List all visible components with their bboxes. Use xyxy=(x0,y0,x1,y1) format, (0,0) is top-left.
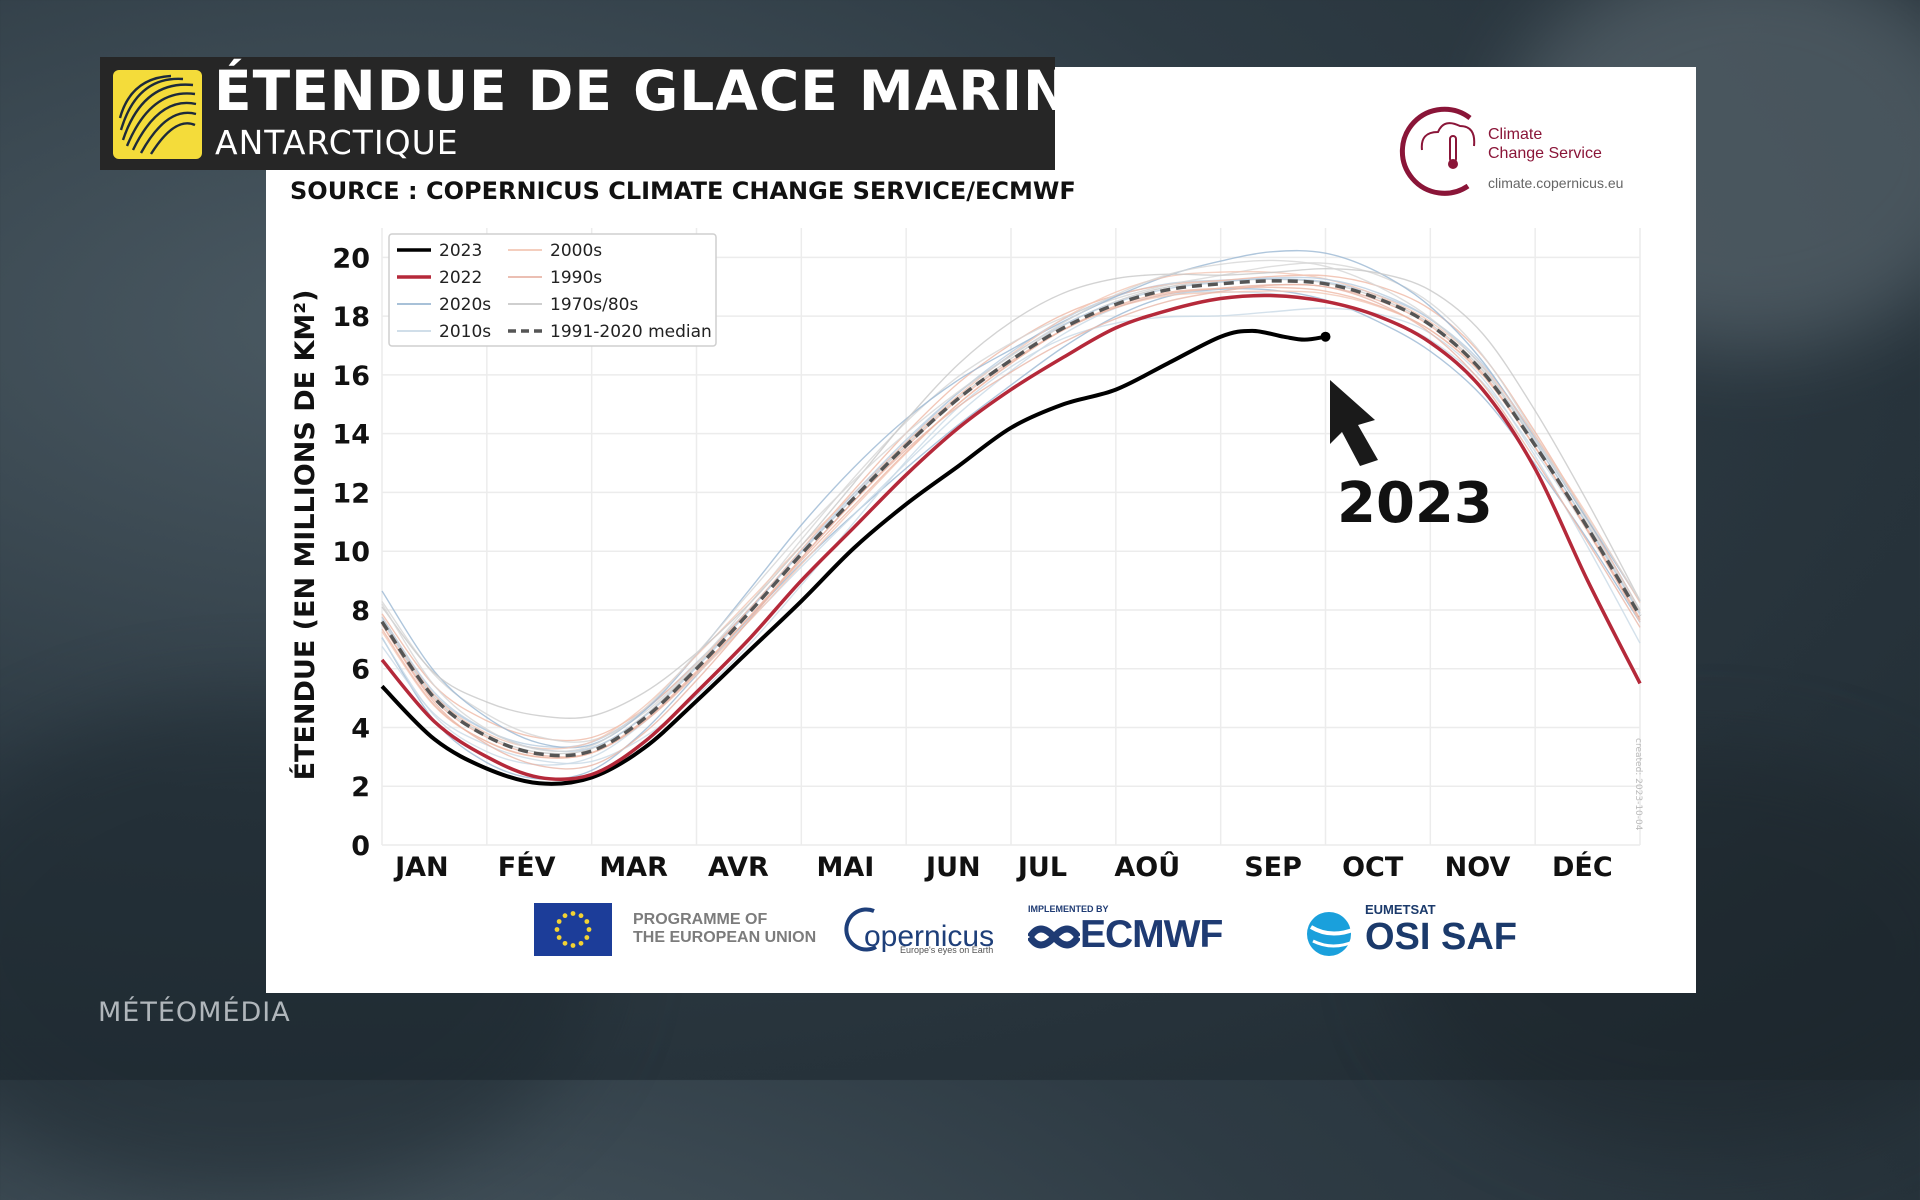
eu-star xyxy=(570,911,576,916)
x-tick-labels: JAN FÉV MAR AVR MAI JUN JUL AOÛ SEP OCT NOV DÉC xyxy=(393,851,1613,883)
y-tick-label: 6 xyxy=(351,655,370,686)
annotation-label: 2023 xyxy=(1337,471,1493,536)
decade-line xyxy=(381,267,1641,719)
x-tick-label: FÉV xyxy=(498,851,556,883)
meteomedia-swirl-icon xyxy=(113,70,202,159)
decade-line xyxy=(381,259,1641,753)
x-tick-label: NOV xyxy=(1445,852,1511,883)
osisaf-text: OSI SAF xyxy=(1365,916,1518,958)
copernicus-sub: Europe's eyes on Earth xyxy=(900,945,994,955)
osisaf-globe-icon xyxy=(1307,912,1356,956)
c3s-url: climate.copernicus.eu xyxy=(1488,175,1624,191)
eu-programme-text: PROGRAMME OF THE EUROPEAN UNION xyxy=(633,911,816,947)
meteomedia-watermark: MÉTÉOMÉDIA xyxy=(98,997,291,1028)
eu-star xyxy=(586,927,592,932)
eu-star xyxy=(556,935,562,940)
series-2023-endpoint xyxy=(1320,331,1331,342)
x-tick-label: DÉC xyxy=(1552,851,1613,883)
c3s-logo xyxy=(1399,106,1476,196)
banner-title: ÉTENDUE DE GLACE MARINE xyxy=(214,59,1109,123)
c3s-name: Climate Change Service xyxy=(1488,125,1602,163)
y-tick-label: 4 xyxy=(351,713,370,744)
eu-star xyxy=(570,943,576,948)
y-tick-label: 2 xyxy=(351,772,370,803)
y-tick-label: 8 xyxy=(351,596,370,627)
legend-label: 2010s xyxy=(439,322,491,342)
eu-star xyxy=(584,919,590,924)
legend-label: 2000s xyxy=(550,241,602,261)
source-text: SOURCE : COPERNICUS CLIMATE CHANGE SERVI… xyxy=(290,177,1076,205)
eu-line2: THE EUROPEAN UNION xyxy=(633,929,817,946)
legend-label: 1991-2020 median xyxy=(550,322,712,342)
legend-label: 2020s xyxy=(439,295,491,315)
x-tick-label: JAN xyxy=(393,852,449,883)
y-tick-label: 16 xyxy=(332,361,370,392)
created-stamp: created: 2023-10-04 xyxy=(1633,738,1643,831)
y-tick-label: 20 xyxy=(332,243,370,274)
legend-label: 1990s xyxy=(550,268,602,288)
y-tick-label: 18 xyxy=(332,302,370,333)
x-tick-label: MAI xyxy=(816,852,874,883)
legend-label: 1970s/80s xyxy=(550,295,638,315)
c3s-name-line1: Climate xyxy=(1488,126,1543,143)
y-tick-label: 10 xyxy=(332,537,370,568)
x-tick-label: JUN xyxy=(924,852,981,883)
eu-star xyxy=(584,935,590,940)
banner-subtitle: ANTARCTIQUE xyxy=(215,123,459,162)
copernicus-c-icon xyxy=(844,907,877,952)
copernicus-text: opernicus xyxy=(864,920,995,953)
ecmwf-text: ECMWF xyxy=(1080,913,1223,956)
legend-label: 2022 xyxy=(439,268,482,288)
chart-card xyxy=(266,67,1696,993)
decade-line xyxy=(381,283,1641,770)
x-tick-label: AVR xyxy=(708,852,769,883)
ecmwf-top: IMPLEMENTED BY xyxy=(1028,904,1109,914)
eu-star xyxy=(562,940,568,946)
arrow-up-left-icon xyxy=(1330,380,1378,466)
eu-line1: PROGRAMME OF xyxy=(633,911,768,928)
x-tick-label: MAR xyxy=(599,852,668,883)
decade-line xyxy=(381,307,1641,765)
x-tick-label: SEP xyxy=(1244,852,1302,883)
decade-line xyxy=(381,274,1641,742)
eu-star xyxy=(578,913,584,919)
x-tick-label: AOÛ xyxy=(1114,851,1180,883)
decade-line xyxy=(381,262,1641,743)
eu-star xyxy=(578,940,584,946)
eu-flag-icon xyxy=(534,903,612,956)
eumetsat-text: EUMETSAT xyxy=(1365,902,1436,917)
ecmwf-wave-icon xyxy=(1028,925,1080,949)
sea-ice-chart: 0 2 4 6 8 10 12 14 16 18 20 JAN FÉV MAR AVR MAI JUN JUL A… xyxy=(289,228,1642,883)
series-line-2022 xyxy=(380,293,1642,782)
x-tick-label: OCT xyxy=(1342,852,1404,883)
y-tick-label: 0 xyxy=(351,831,370,862)
series-line-2023 xyxy=(380,328,1326,786)
eu-star xyxy=(562,913,568,919)
decade-line xyxy=(381,249,1641,749)
legend-label: 2023 xyxy=(439,241,482,261)
chart-legend: 2023 2022 2020s 2010s 2000s 1990s 1970s/80s 199… xyxy=(388,233,717,347)
y-tick-labels: 0 2 4 6 8 10 12 14 16 18 20 xyxy=(332,243,370,862)
series-line-1991-2020-median xyxy=(380,279,1642,758)
series-lines xyxy=(380,279,1642,786)
decade-line xyxy=(381,287,1641,780)
decade-line xyxy=(381,291,1641,766)
c3s-name-line2: Change Service xyxy=(1488,145,1602,162)
eu-star xyxy=(554,927,560,932)
legend-box xyxy=(388,233,717,347)
title-banner: ÉTENDUE DE GLACE MARINE ANTARCTIQUE xyxy=(100,57,1108,170)
x-tick-label: JUL xyxy=(1016,852,1067,883)
y-tick-label: 12 xyxy=(332,478,370,509)
y-axis-label: ÉTENDUE (EN MILLIONS DE KM²) xyxy=(289,290,321,781)
y-tick-label: 14 xyxy=(332,420,370,451)
eu-star xyxy=(556,919,562,924)
